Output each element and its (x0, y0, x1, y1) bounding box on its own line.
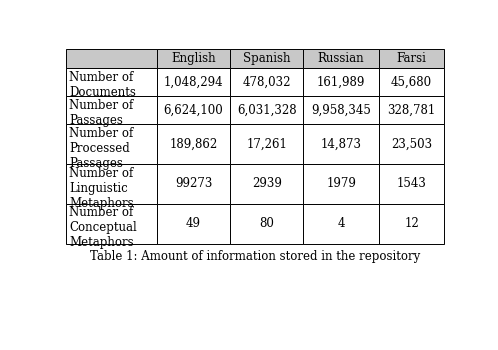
Text: 478,032: 478,032 (243, 76, 291, 89)
Bar (230, 68, 303, 96)
Text: 328,781: 328,781 (387, 104, 436, 117)
Bar (157, 96, 230, 124)
Bar (66, 49, 157, 68)
Text: Number of
Conceptual
Metaphors: Number of Conceptual Metaphors (69, 206, 137, 250)
Text: Table 1: Amount of information stored in the repository: Table 1: Amount of information stored in… (90, 250, 420, 262)
Bar (303, 68, 379, 96)
Bar (157, 49, 230, 68)
Text: Russian: Russian (318, 52, 365, 65)
Bar (157, 124, 230, 164)
Text: 99273: 99273 (175, 177, 212, 190)
Bar (303, 96, 379, 124)
Bar (379, 124, 444, 164)
Text: 49: 49 (186, 217, 201, 230)
Text: 14,873: 14,873 (321, 137, 362, 150)
Text: 1979: 1979 (326, 177, 356, 190)
Text: 2939: 2939 (252, 177, 282, 190)
Text: Number of
Documents: Number of Documents (69, 71, 136, 99)
Text: English: English (171, 52, 216, 65)
Bar (157, 204, 230, 244)
Text: 1543: 1543 (396, 177, 426, 190)
Text: 6,624,100: 6,624,100 (164, 104, 223, 117)
Bar (303, 124, 379, 164)
Bar (230, 49, 303, 68)
Bar (303, 204, 379, 244)
Text: Number of
Linguistic
Metaphors: Number of Linguistic Metaphors (69, 167, 134, 210)
Text: 23,503: 23,503 (391, 137, 432, 150)
Bar (230, 204, 303, 244)
Text: 80: 80 (259, 217, 274, 230)
Text: 12: 12 (404, 217, 419, 230)
Text: Farsi: Farsi (396, 52, 426, 65)
Text: Number of
Passages: Number of Passages (69, 99, 133, 127)
Text: 6,031,328: 6,031,328 (237, 104, 297, 117)
Bar (379, 96, 444, 124)
Bar (66, 164, 157, 204)
Text: 4: 4 (337, 217, 345, 230)
Bar (379, 68, 444, 96)
Text: Spanish: Spanish (243, 52, 290, 65)
Text: 9,958,345: 9,958,345 (311, 104, 371, 117)
Bar (157, 68, 230, 96)
Text: 1,048,294: 1,048,294 (164, 76, 223, 89)
Bar (230, 96, 303, 124)
Bar (230, 124, 303, 164)
Text: 161,989: 161,989 (317, 76, 366, 89)
Text: 45,680: 45,680 (391, 76, 432, 89)
Text: Number of
Processed
Passages: Number of Processed Passages (69, 127, 133, 170)
Bar (379, 164, 444, 204)
Bar (66, 96, 157, 124)
Bar (157, 164, 230, 204)
Text: 189,862: 189,862 (169, 137, 218, 150)
Bar (66, 204, 157, 244)
Bar (379, 49, 444, 68)
Bar (303, 49, 379, 68)
Bar (66, 68, 157, 96)
Bar (66, 124, 157, 164)
Bar (230, 164, 303, 204)
Bar (303, 164, 379, 204)
Text: 17,261: 17,261 (247, 137, 287, 150)
Bar (379, 204, 444, 244)
